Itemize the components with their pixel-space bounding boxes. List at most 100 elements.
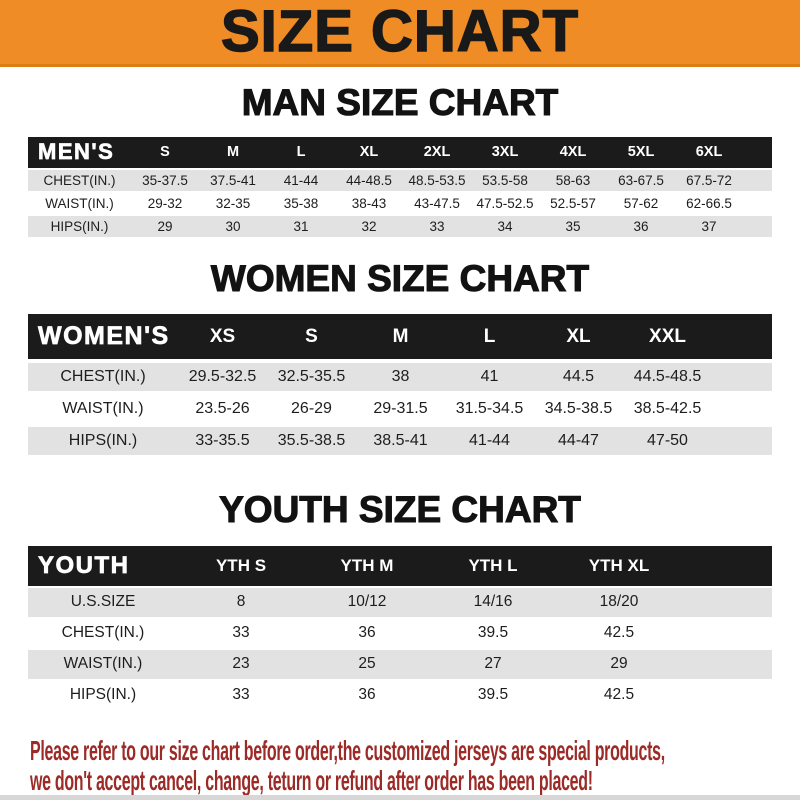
cell-value: 44.5 [562, 368, 595, 386]
youth-table-row: WAIST(IN.) 23 25 27 29 [28, 649, 772, 679]
row-label: CHEST(IN.) [60, 368, 146, 386]
men-table-row: WAIST(IN.) 29-32 32-35 35-38 38-43 43-47.5 47.… [28, 192, 772, 214]
women-column-header: XL [566, 325, 591, 347]
cell-value: 47-50 [647, 432, 688, 450]
disclaimer-footer: Please refer to our size chart before or… [30, 734, 800, 796]
cell-value: 34.5-38.5 [544, 400, 613, 418]
cell-value: 35.5-38.5 [277, 432, 346, 450]
row-label: HIPS(IN.) [69, 686, 137, 704]
cell-value: 31.5-34.5 [455, 400, 524, 418]
cell-value: 31 [293, 218, 309, 234]
men-column-header: 2XL [423, 144, 451, 161]
row-label: WAIST(IN.) [63, 655, 143, 673]
cell-value: 39.5 [477, 686, 509, 704]
men-column-header: XL [359, 144, 379, 161]
youth-table: YOUTH YTH S YTH M YTH L YTH XL U.S.SIZE 8 10/12… [28, 545, 772, 710]
women-column-header: XXL [649, 325, 686, 347]
women-table-row: WAIST(IN.) 23.5-26 26-29 29-31.5 31.5-34.5 34… [28, 395, 772, 424]
women-column-header: S [305, 325, 318, 347]
row-label: HIPS(IN.) [68, 432, 138, 450]
cell-value: 33 [232, 686, 250, 704]
cell-value: 44.5-48.5 [633, 368, 702, 386]
cell-value: 41-44 [469, 432, 510, 450]
row-label: WAIST(IN.) [62, 400, 144, 418]
row-label: HIPS(IN.) [50, 218, 109, 234]
cell-value: 39.5 [477, 624, 509, 642]
men-corner-label: MEN'S [38, 139, 115, 165]
men-table-header-bar: MEN'S S M L XL 2XL 3XL 4XL 5XL 6XL [28, 136, 772, 168]
banner-title: SIZE CHART [220, 0, 579, 64]
men-column-header: M [226, 144, 240, 161]
cell-value: 38.5-41 [373, 432, 428, 450]
cell-value: 62-66.5 [686, 195, 732, 211]
cell-value: 32-35 [215, 195, 251, 211]
cell-value: 33 [232, 624, 250, 642]
men-column-header: S [160, 144, 170, 161]
cell-value: 36 [358, 624, 376, 642]
cell-value: 57-62 [623, 195, 659, 211]
cell-value: 34 [497, 218, 513, 234]
youth-table-row: U.S.SIZE 8 10/12 14/16 18/20 [28, 587, 772, 617]
cell-value: 35 [565, 218, 581, 234]
cell-value: 41-44 [283, 172, 319, 188]
cell-value: 35-38 [283, 195, 319, 211]
men-table-row: HIPS(IN.) 29 30 31 32 33 34 35 36 37 [28, 215, 772, 237]
cell-value: 10/12 [347, 593, 387, 611]
youth-column-header: YTH S [215, 555, 267, 575]
cell-value: 52.5-57 [550, 195, 596, 211]
disclaimer-line-2: we don't accept cancel, change, teturn o… [30, 764, 593, 796]
cell-value: 47.5-52.5 [476, 195, 534, 211]
disclaimer-line-1: Please refer to our size chart before or… [30, 734, 665, 766]
row-label: CHEST(IN.) [61, 624, 145, 642]
men-column-header: L [296, 144, 306, 161]
cell-value: 26-29 [291, 400, 332, 418]
cell-value: 18/20 [599, 593, 639, 611]
cell-value: 29 [610, 655, 628, 673]
cell-value: 42.5 [603, 686, 635, 704]
women-table-header-bar: WOMEN'S XS S M L XL XXL [28, 314, 772, 360]
women-column-header: M [392, 325, 409, 347]
youth-table-row: CHEST(IN.) 33 36 39.5 42.5 [28, 618, 772, 648]
youth-column-header: YTH L [468, 555, 518, 575]
youth-heading: YOUTH SIZE CHART [219, 489, 582, 531]
cell-value: 32.5-35.5 [277, 368, 346, 386]
cell-value: 14/16 [473, 593, 513, 611]
youth-column-header: YTH XL [588, 555, 650, 575]
men-table: MEN'S S M L XL 2XL 3XL 4XL 5XL 6XL CHEST(IN.) 35-37… [28, 136, 772, 237]
cell-value: 36 [358, 686, 376, 704]
men-column-header: 4XL [559, 144, 587, 161]
youth-column-header: YTH M [340, 555, 394, 575]
cell-value: 29 [157, 218, 173, 234]
cell-value: 43-47.5 [414, 195, 460, 211]
cell-value: 35-37.5 [142, 172, 188, 188]
cell-value: 53.5-58 [482, 172, 528, 188]
cell-value: 38 [391, 368, 410, 386]
row-label: CHEST(IN.) [43, 172, 116, 188]
women-table-row: HIPS(IN.) 33-35.5 35.5-38.5 38.5-41 41-44 44-… [28, 427, 772, 456]
cell-value: 58-63 [555, 172, 591, 188]
bottom-edge-strip [0, 795, 800, 800]
cell-value: 29-32 [147, 195, 183, 211]
women-table-row: CHEST(IN.) 29.5-32.5 32.5-35.5 38 41 44.5 44.5… [28, 363, 772, 392]
women-table: WOMEN'S XS S M L XL XXL CHEST(IN.) 29.5-32.5 32.5… [28, 314, 772, 456]
size-tables: MAN SIZE CHART MEN'S S M L XL 2XL 3XL 4XL 5XL 6XL C… [0, 81, 800, 710]
cell-value: 44-47 [558, 432, 599, 450]
cell-value: 30 [225, 218, 241, 234]
cell-value: 29.5-32.5 [188, 368, 257, 386]
section-men: MAN SIZE CHART MEN'S S M L XL 2XL 3XL 4XL 5XL 6XL C… [0, 81, 800, 237]
youth-table-row: HIPS(IN.) 33 36 39.5 42.5 [28, 680, 772, 710]
women-heading: WOMEN SIZE CHART [210, 257, 590, 299]
cell-value: 44-48.5 [346, 172, 392, 188]
size-chart-banner: SIZE CHART [0, 0, 800, 67]
row-label: U.S.SIZE [70, 593, 136, 611]
cell-value: 63-67.5 [618, 172, 664, 188]
cell-value: 41 [480, 368, 499, 386]
cell-value: 32 [361, 218, 377, 234]
youth-corner-label: YOUTH [38, 551, 130, 579]
cell-value: 42.5 [603, 624, 635, 642]
cell-value: 29-31.5 [373, 400, 428, 418]
men-table-row: CHEST(IN.) 35-37.5 37.5-41 41-44 44-48.5 48.5… [28, 169, 772, 191]
cell-value: 37.5-41 [210, 172, 256, 188]
row-label: WAIST(IN.) [45, 195, 114, 211]
section-youth: YOUTH SIZE CHART YOUTH YTH S YTH M YTH L YTH … [0, 489, 800, 710]
